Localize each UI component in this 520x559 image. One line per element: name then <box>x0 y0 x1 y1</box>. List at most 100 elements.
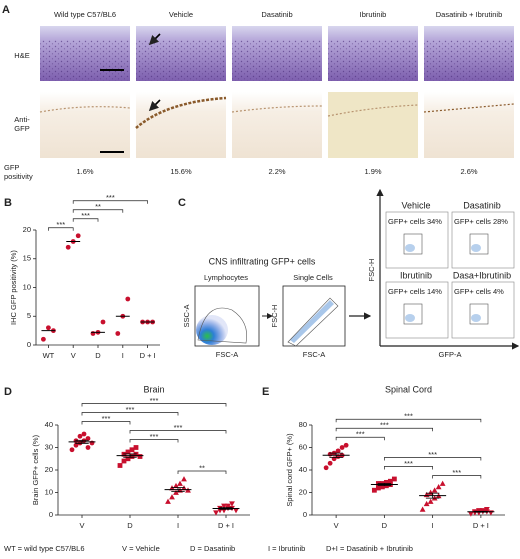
significance-label: *** <box>106 193 115 202</box>
gate <box>469 233 489 255</box>
density <box>196 315 228 345</box>
point <box>165 498 171 504</box>
significance-bracket <box>81 403 227 407</box>
point <box>339 445 345 450</box>
point <box>75 233 81 239</box>
point <box>137 454 143 459</box>
row-label: Anti- <box>14 115 30 124</box>
y-tick-label: 0 <box>27 340 31 349</box>
gfp-positivity: 15.6% <box>170 167 192 176</box>
density <box>471 314 481 322</box>
point <box>89 440 95 446</box>
point <box>383 479 389 485</box>
gfp-label: GFP+ cells 14% <box>388 287 442 296</box>
y-tick-label: 20 <box>299 487 307 496</box>
significance-bracket <box>432 475 482 479</box>
point <box>427 489 434 495</box>
point <box>169 494 175 500</box>
point <box>343 442 349 448</box>
gate-title: Lymphocytes <box>204 273 248 282</box>
he-texture <box>424 40 514 81</box>
gfp-edge <box>231 105 323 113</box>
column-header: Dasatinib <box>261 10 292 19</box>
point <box>379 484 385 490</box>
axis-label: FSC-A <box>216 350 239 359</box>
gfp-edge <box>327 104 419 117</box>
column-header: Vehicle <box>169 10 193 19</box>
x-tick-label: I <box>122 351 124 360</box>
y-tick-label: 0 <box>49 510 53 519</box>
y-tick-label: 30 <box>45 442 53 451</box>
row-label: GFP <box>4 163 19 172</box>
significance-label: *** <box>428 450 437 459</box>
point <box>125 449 131 455</box>
gfp-edge <box>39 106 131 113</box>
significance-label: *** <box>102 414 111 423</box>
point <box>115 331 121 336</box>
point <box>233 508 239 514</box>
axis-label: FSC-H <box>367 259 376 282</box>
panel-label: C <box>178 197 186 209</box>
point <box>323 465 329 471</box>
density <box>405 314 415 322</box>
y-axis-label: IHC GFP positivity (%) <box>9 250 18 325</box>
significance-bracket <box>129 430 227 434</box>
x-tick-label: V <box>334 521 339 530</box>
point <box>439 480 446 486</box>
x-tick-label: I <box>177 521 179 530</box>
point <box>483 506 490 513</box>
point <box>419 506 426 512</box>
density <box>290 300 334 343</box>
flow-plot <box>282 285 346 347</box>
significance-bracket <box>81 421 131 425</box>
significance-label: *** <box>150 396 159 405</box>
x-tick-label: WT <box>43 351 55 360</box>
treatment-title: Dasatinib <box>463 200 501 210</box>
point <box>77 433 83 439</box>
point <box>73 442 79 448</box>
gfp-positivity: 1.6% <box>76 167 93 176</box>
point <box>335 448 341 454</box>
y-tick-label: 20 <box>45 465 53 474</box>
y-tick-label: 10 <box>45 487 53 496</box>
gfp-image <box>136 92 226 158</box>
row-label: GFP <box>14 124 29 133</box>
gfp-edge <box>423 103 515 113</box>
treatment-title: Dasa+Ibrutinib <box>453 270 511 280</box>
gfp-image <box>232 92 322 158</box>
point <box>129 454 135 459</box>
significance-label: *** <box>404 459 413 468</box>
flow-plot <box>385 211 449 269</box>
point <box>181 476 187 482</box>
significance-label: *** <box>126 405 135 414</box>
point <box>117 463 123 468</box>
x-tick-label: D <box>127 521 133 530</box>
panel-label: A <box>2 4 10 16</box>
footer-text: WT = wild type C57/BL6 <box>4 544 85 553</box>
point <box>100 319 106 325</box>
density <box>405 244 415 252</box>
y-tick-label: 5 <box>27 311 31 320</box>
significance-bracket <box>48 227 74 231</box>
gfp-positivity: 1.9% <box>364 167 381 176</box>
significance-bracket <box>335 427 433 432</box>
significance-label: *** <box>150 432 159 441</box>
point <box>229 501 235 507</box>
x-tick-label: V <box>79 521 84 530</box>
row-label: positivity <box>4 172 33 181</box>
footer-text: V = Vehicle <box>122 544 160 553</box>
gate-title: Single Cells <box>293 273 333 282</box>
treatment-title: Ibrutinib <box>400 270 432 280</box>
point <box>73 438 79 444</box>
significance-bracket <box>81 412 179 416</box>
significance-bracket <box>177 470 227 474</box>
panel-label: E <box>262 386 269 398</box>
arrow <box>148 33 161 46</box>
gfp-positivity: 2.6% <box>460 167 477 176</box>
point <box>375 485 381 491</box>
x-tick-label: V <box>71 351 76 360</box>
chart-title: Spinal Cord <box>385 384 432 394</box>
chart-title: Brain <box>143 384 164 394</box>
point <box>225 503 231 509</box>
point <box>371 487 377 493</box>
